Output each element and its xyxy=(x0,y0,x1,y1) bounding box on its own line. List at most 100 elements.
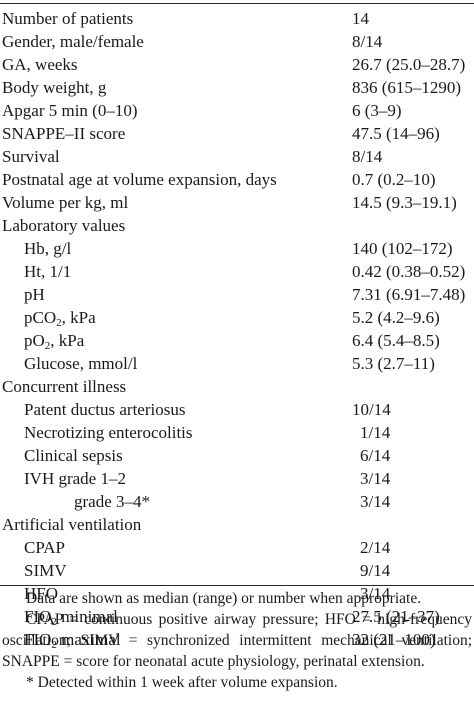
table-row: Patent ductus arteriosus 10/14 xyxy=(0,398,474,421)
row-value: 26.7 (25.0–28.7) xyxy=(352,55,466,74)
table-row: Volume per kg, ml 14.5 (9.3–19.1) xyxy=(0,191,474,214)
row-label: IVH grade 1–2 xyxy=(24,469,126,488)
row-label: pCO2, kPa xyxy=(24,306,96,329)
row-value: 6.4 (5.4–8.5) xyxy=(352,331,440,350)
row-label: FIO2 minimal xyxy=(24,605,118,628)
label-text: pCO xyxy=(24,308,57,327)
table-row: Body weight, g 836 (615–1290) xyxy=(0,76,474,99)
row-value: 3/14 xyxy=(360,492,391,511)
row-label: Ht, 1/1 xyxy=(24,262,72,281)
label-text: , kPa xyxy=(61,308,96,327)
row-value: 1/14 xyxy=(360,423,391,442)
table-row: IVH grade 1–2 3/14 xyxy=(0,467,474,490)
table-row: SNAPPE–II score 47.5 (14–96) xyxy=(0,122,474,145)
footnote-data-format: Data are shown as median (range) or numb… xyxy=(26,590,422,607)
label-text: pO xyxy=(24,331,45,350)
table-row: GA, weeks 26.7 (25.0–28.7) xyxy=(0,53,474,76)
table-row: Gender, male/female 8/14 xyxy=(0,30,474,53)
row-value: 8/14 xyxy=(352,32,383,51)
row-value: 3/14 xyxy=(360,584,391,603)
row-value: 5.2 (4.2–9.6) xyxy=(352,308,440,327)
table-row: FIO2 minimal 27.5 (21–37) xyxy=(0,605,474,628)
row-value: 0.42 (0.38–0.52) xyxy=(352,262,466,281)
row-label: GA, weeks xyxy=(2,55,78,74)
row-label: FIO2 maximal xyxy=(24,628,121,651)
row-label: SNAPPE–II score xyxy=(2,124,126,143)
table-row: Necrotizing enterocolitis 1/14 xyxy=(0,421,474,444)
row-label: Number of patients xyxy=(2,9,134,28)
table-row: Ht, 1/1 0.42 (0.38–0.52) xyxy=(0,260,474,283)
table-row: FIO2 maximal 32 (21–100) xyxy=(0,628,474,651)
table-row: HFO 3/14 xyxy=(0,582,474,605)
row-label: Apgar 5 min (0–10) xyxy=(2,101,138,120)
label-subscript: 2 xyxy=(51,639,57,651)
row-label: Necrotizing enterocolitis xyxy=(24,423,193,442)
row-label: SIMV xyxy=(24,561,67,580)
row-label: pH xyxy=(24,285,45,304)
row-value: 3/14 xyxy=(360,469,391,488)
table-row: Clinical sepsis 6/14 xyxy=(0,444,474,467)
row-value: 2/14 xyxy=(360,538,391,557)
table-row: Hb, g/l 140 (102–172) xyxy=(0,237,474,260)
section-label: Artificial ventilation xyxy=(2,515,142,534)
row-value: 836 (615–1290) xyxy=(352,78,462,97)
label-text: , kPa xyxy=(50,331,85,350)
table-row: pCO2, kPa 5.2 (4.2–9.6) xyxy=(0,306,474,329)
footnote-abbreviations: CPAP = continuous positive airway pressu… xyxy=(2,611,472,670)
row-value: 47.5 (14–96) xyxy=(352,124,440,143)
table-row: CPAP 2/14 xyxy=(0,536,474,559)
label-subscript: 2 xyxy=(51,616,57,628)
row-label: Body weight, g xyxy=(2,78,107,97)
patient-characteristics-table: Number of patients 14 Gender, male/femal… xyxy=(0,7,474,651)
table-row: SIMV 9/14 xyxy=(0,559,474,582)
row-label: Clinical sepsis xyxy=(24,446,123,465)
row-label: Patent ductus arteriosus xyxy=(24,400,186,419)
table-row: grade 3–4* 3/14 xyxy=(0,490,474,513)
row-label: pO2, kPa xyxy=(24,329,84,352)
table-row: Postnatal age at volume expansion, days … xyxy=(0,168,474,191)
footnote-asterisk: * Detected within 1 week after volume ex… xyxy=(26,674,338,691)
row-label: CPAP xyxy=(24,538,65,557)
label-text: minimal xyxy=(56,607,118,626)
section-header: Laboratory values xyxy=(0,214,474,237)
top-rule xyxy=(0,3,474,4)
section-header: Concurrent illness xyxy=(0,375,474,398)
label-text: maximal xyxy=(56,630,121,649)
row-label: HFO xyxy=(24,584,59,603)
label-text: FIO xyxy=(24,630,52,649)
row-value: 8/14 xyxy=(352,147,383,166)
row-label: Gender, male/female xyxy=(2,32,144,51)
row-value: 140 (102–172) xyxy=(352,239,453,258)
section-header: Artificial ventilation xyxy=(0,513,474,536)
row-value: 5.3 (2.7–11) xyxy=(352,354,435,373)
table-row: Apgar 5 min (0–10) 6 (3–9) xyxy=(0,99,474,122)
row-value: 14.5 (9.3–19.1) xyxy=(352,193,457,212)
label-subscript: 2 xyxy=(56,317,62,329)
row-value: 0.7 (0.2–10) xyxy=(352,170,436,189)
row-label: Glucose, mmol/l xyxy=(24,354,138,373)
table-footnotes: Data are shown as median (range) or numb… xyxy=(2,588,472,693)
row-value: 10/14 xyxy=(352,400,391,419)
row-value: 27.5 (21–37) xyxy=(352,607,440,626)
row-label: Volume per kg, ml xyxy=(2,193,129,212)
label-text: FIO xyxy=(24,607,52,626)
section-label: Laboratory values xyxy=(2,216,126,235)
row-value: 14 xyxy=(352,9,369,28)
row-label: Survival xyxy=(2,147,60,166)
table-row: pH 7.31 (6.91–7.48) xyxy=(0,283,474,306)
section-label: Concurrent illness xyxy=(2,377,127,396)
table-row: Survival 8/14 xyxy=(0,145,474,168)
row-value: 9/14 xyxy=(360,561,391,580)
bottom-rule xyxy=(0,585,474,586)
row-label: grade 3–4* xyxy=(74,492,151,511)
row-value: 7.31 (6.91–7.48) xyxy=(352,285,466,304)
row-label: Postnatal age at volume expansion, days xyxy=(2,170,277,189)
table-row: Glucose, mmol/l 5.3 (2.7–11) xyxy=(0,352,474,375)
table-row: pO2, kPa 6.4 (5.4–8.5) xyxy=(0,329,474,352)
row-value: 32 (21–100) xyxy=(352,630,436,649)
row-label: Hb, g/l xyxy=(24,239,72,258)
table-row: Number of patients 14 xyxy=(0,7,474,30)
row-value: 6/14 xyxy=(360,446,391,465)
row-value: 6 (3–9) xyxy=(352,101,402,120)
